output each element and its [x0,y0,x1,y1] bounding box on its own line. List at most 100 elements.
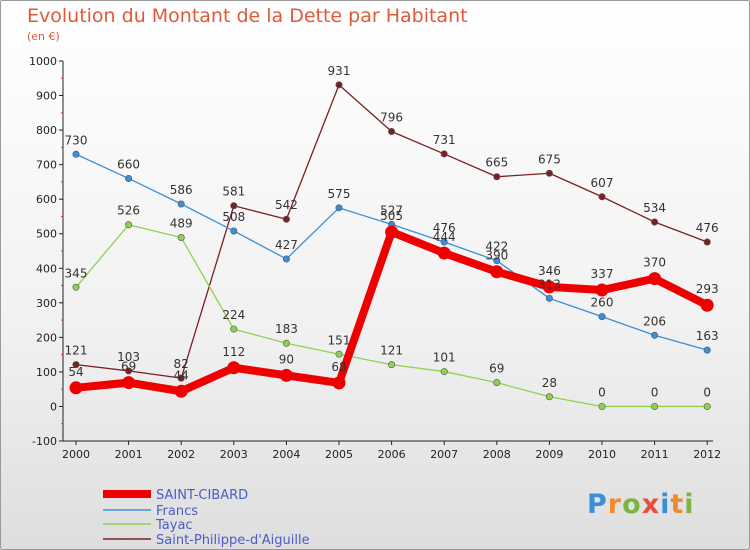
data-point [545,169,553,177]
data-point [332,376,346,390]
data-label: 534 [643,201,666,215]
data-point [69,381,83,395]
x-tick-label: 2000 [62,448,90,461]
x-tick-label: 2009 [535,448,563,461]
data-point [177,234,185,242]
data-label: 163 [696,329,719,343]
data-label: 121 [380,344,403,358]
data-point [279,368,293,382]
data-point [703,346,711,354]
chart-subtitle: (en €) [27,30,60,43]
chart-title: Evolution du Montant de la Dette par Hab… [27,5,468,27]
data-label: 675 [538,152,561,166]
x-tick-label: 2007 [430,448,458,461]
data-point [598,193,606,201]
data-label: 345 [65,266,88,280]
data-label: 931 [328,64,351,78]
data-label: 731 [433,133,456,147]
data-point [385,225,399,239]
data-point [440,150,448,158]
data-point [545,294,553,302]
data-point [174,384,188,398]
data-label: 505 [380,209,403,223]
legend-label: Francs [156,504,198,519]
data-label: 183 [275,322,298,336]
data-label: 0 [598,385,606,399]
data-label: 121 [65,344,88,358]
data-point [490,265,504,279]
series-line-2 [75,224,708,408]
data-point [177,374,185,382]
data-label: 660 [117,157,140,171]
y-tick-label: 300 [36,297,57,310]
data-label: 665 [485,156,508,170]
x-tick-label: 2002 [167,448,195,461]
data-label: 526 [117,204,140,218]
data-point [388,361,396,369]
data-label: 90 [279,352,294,366]
data-label: 112 [222,345,245,359]
data-point [703,402,711,410]
x-tick-label: 2005 [325,448,353,461]
data-point [493,257,501,265]
data-label: 444 [433,230,456,244]
data-point [388,127,396,135]
data-label: 337 [591,267,614,281]
data-point [72,361,80,369]
data-label: 260 [591,296,614,310]
data-label: 28 [542,376,557,390]
y-tick-label: 800 [36,124,57,137]
data-point [125,174,133,182]
data-point [230,202,238,210]
y-tick-label: 0 [50,400,57,413]
legend-label: Tayac [155,518,193,533]
data-point [440,368,448,376]
y-tick-label: 100 [36,366,57,379]
data-label: 607 [591,176,614,190]
data-label: 427 [275,238,298,252]
data-point [648,272,662,286]
data-label: 68 [331,360,346,374]
data-label: 508 [222,210,245,224]
data-label: 313 [538,277,561,291]
data-label: 293 [696,282,719,296]
x-tick-label: 2010 [588,448,616,461]
legend-label: Saint-Philippe-d'Aiguille [156,533,310,548]
y-tick-label: 700 [36,159,57,172]
data-point [493,379,501,387]
y-tick-label: -100 [32,435,57,448]
data-point [598,313,606,321]
y-tick-label: 1000 [29,55,57,68]
data-point [542,280,556,294]
data-label: 69 [489,362,504,376]
y-tick-label: 400 [36,262,57,275]
data-point [440,238,448,246]
data-point [125,221,133,229]
data-point [282,215,290,223]
data-label: 82 [174,357,189,371]
x-tick-label: 2004 [272,448,300,461]
x-tick-label: 2001 [115,448,143,461]
data-label: 476 [696,221,719,235]
x-tick-label: 2006 [378,448,406,461]
data-label: 796 [380,110,403,124]
x-tick-label: 2012 [693,448,721,461]
data-point [282,339,290,347]
legend-label: SAINT-CIBARD [156,488,248,503]
data-label: 422 [485,240,508,254]
data-point [282,255,290,263]
y-tick-label: 500 [36,228,57,241]
proxiti-logo: Proxiti [587,489,695,520]
data-point [177,200,185,208]
data-point [72,283,80,291]
x-tick-label: 2003 [220,448,248,461]
data-label: 54 [68,365,83,379]
data-label: 586 [170,183,193,197]
y-tick-label: 900 [36,90,57,103]
data-label: 542 [275,198,298,212]
data-point [437,246,451,260]
data-point [72,150,80,158]
y-tick-label: 600 [36,193,57,206]
